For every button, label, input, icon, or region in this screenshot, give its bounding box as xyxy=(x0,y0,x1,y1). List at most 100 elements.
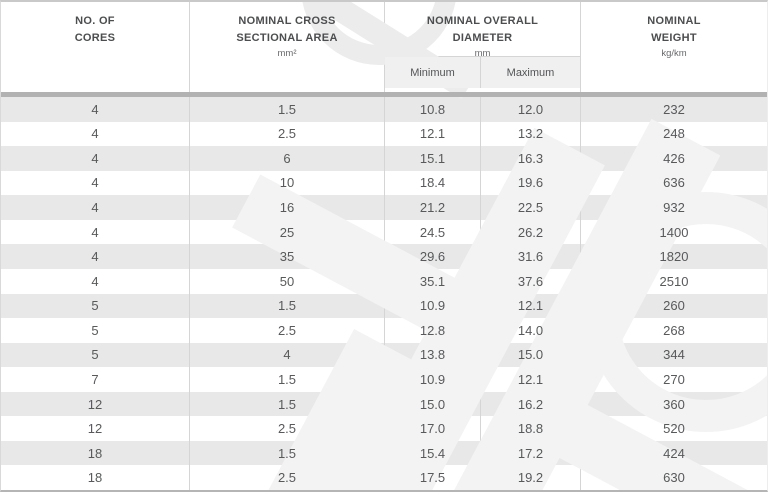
cell-value: 25 xyxy=(279,224,295,240)
cell: 260 xyxy=(581,294,767,319)
cell-value: 15.4 xyxy=(419,445,446,461)
cell-value: 18.8 xyxy=(517,421,544,437)
cell: 26.2 xyxy=(481,219,581,245)
cell-value: 31.6 xyxy=(517,249,544,265)
cell: 12.1 xyxy=(481,293,581,319)
cell: 10.9 xyxy=(385,367,481,392)
table-row: 5 1.5 10.9 12.1 260 xyxy=(1,293,767,319)
cell: 10 xyxy=(190,170,385,196)
cell-value: 22.5 xyxy=(517,200,544,216)
cell: 4 xyxy=(1,195,190,220)
cell-value: 16 xyxy=(279,200,295,216)
cell: 520 xyxy=(581,416,767,441)
cell: 10.9 xyxy=(385,293,481,319)
cell: 15.0 xyxy=(481,342,581,368)
cell-value: 50 xyxy=(279,273,295,289)
cell-value: 5 xyxy=(91,347,99,363)
cell: 1400 xyxy=(581,220,767,245)
cell-value: 1.5 xyxy=(277,298,297,314)
cell-value: 4 xyxy=(91,200,99,216)
cell: 7 xyxy=(1,367,190,392)
header-unit: kg/km xyxy=(661,48,687,59)
cell: 270 xyxy=(581,367,767,392)
cell: 22.5 xyxy=(481,195,581,220)
table-row: 18 2.5 17.5 19.2 630 xyxy=(1,465,767,490)
header-min-max-row: Minimum Maximum xyxy=(385,57,580,88)
cell-value: 5 xyxy=(91,298,99,314)
cell: 1.5 xyxy=(190,367,385,392)
cell: 360 xyxy=(581,392,767,417)
cell: 29.6 xyxy=(385,244,481,269)
table-row: 18 1.5 15.4 17.2 424 xyxy=(1,440,767,466)
cell-value: 2510 xyxy=(659,273,689,289)
cell-value: 630 xyxy=(663,470,685,486)
cell: 15.1 xyxy=(385,146,481,171)
cell-value: 232 xyxy=(663,101,685,117)
cell-value: 10.8 xyxy=(419,101,446,117)
cell: 12.1 xyxy=(481,367,581,392)
cell-value: 10.9 xyxy=(419,298,446,314)
cell-value: 16.3 xyxy=(517,150,544,166)
cell: 50 xyxy=(190,268,385,294)
cell-value: 17.2 xyxy=(517,445,544,461)
table-row: 4 35 29.6 31.6 1820 xyxy=(1,244,767,269)
header-cross-sectional-area: NOMINAL CROSS SECTIONAL AREA mm² xyxy=(190,2,385,92)
table-row: 4 50 35.1 37.6 2510 xyxy=(1,268,767,294)
header-minimum: Minimum xyxy=(385,57,481,88)
cell-value: 1.5 xyxy=(277,371,297,387)
header-label: NOMINAL CROSS SECTIONAL AREA xyxy=(236,15,338,44)
cell: 636 xyxy=(581,171,767,196)
cell-value: 1400 xyxy=(659,224,689,240)
table-row: 4 16 21.2 22.5 932 xyxy=(1,195,767,220)
cell-value: 2.5 xyxy=(277,322,297,338)
cell: 25 xyxy=(190,219,385,245)
cell-value: 18 xyxy=(87,470,103,486)
cell-value: 7 xyxy=(91,371,99,387)
cell: 16 xyxy=(190,195,385,220)
cell: 16.3 xyxy=(481,146,581,171)
cell: 12.1 xyxy=(385,121,481,147)
cell-value: 19.6 xyxy=(517,175,544,191)
cell: 5 xyxy=(1,318,190,343)
cell: 12.0 xyxy=(481,97,581,122)
cell: 2.5 xyxy=(190,318,385,343)
cell: 4 xyxy=(1,219,190,245)
cell-value: 16.2 xyxy=(517,396,544,412)
cell: 1.5 xyxy=(190,97,385,122)
cell-value: 260 xyxy=(663,298,685,314)
header-maximum: Maximum xyxy=(506,66,555,79)
cell: 14.0 xyxy=(481,318,581,343)
cell: 31.6 xyxy=(481,244,581,269)
header-separator-bar xyxy=(1,92,767,97)
cell-value: 15.0 xyxy=(419,396,446,412)
cell: 4 xyxy=(1,170,190,196)
cell-value: 636 xyxy=(663,175,685,191)
table-row: 4 10 18.4 19.6 636 xyxy=(1,170,767,196)
cell-value: 248 xyxy=(663,126,685,142)
header-label: NOMINAL WEIGHT xyxy=(647,15,701,44)
cell-value: 15.1 xyxy=(419,150,446,166)
cell: 18 xyxy=(1,440,190,466)
cell-value: 12 xyxy=(87,421,103,437)
cell: 19.2 xyxy=(481,465,581,490)
table-row: 4 25 24.5 26.2 1400 xyxy=(1,219,767,245)
table-row: 4 6 15.1 16.3 426 xyxy=(1,146,767,171)
cell: 21.2 xyxy=(385,195,481,220)
header-nominal-weight: NOMINAL WEIGHT kg/km xyxy=(581,2,767,92)
cell: 12 xyxy=(1,391,190,417)
cell-value: 2.5 xyxy=(277,421,297,437)
cell-value: 13.8 xyxy=(419,347,446,363)
cell: 19.6 xyxy=(481,170,581,196)
cell-value: 14.0 xyxy=(517,322,544,338)
cell: 2.5 xyxy=(190,465,385,490)
cell: 15.0 xyxy=(385,391,481,417)
cell-value: 4 xyxy=(91,273,99,289)
cell: 17.5 xyxy=(385,465,481,490)
table-row: 4 2.5 12.1 13.2 248 xyxy=(1,121,767,147)
cell: 18.4 xyxy=(385,170,481,196)
cell-value: 19.2 xyxy=(517,470,544,486)
cell-value: 18 xyxy=(87,445,103,461)
cell-value: 6 xyxy=(283,150,291,166)
cell: 6 xyxy=(190,146,385,171)
